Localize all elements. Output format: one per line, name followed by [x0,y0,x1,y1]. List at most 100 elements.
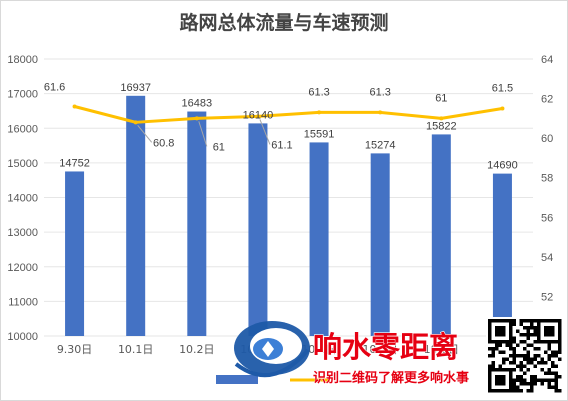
qr-module [554,385,558,389]
bar-data-label: 14690 [487,160,518,172]
qr-module [558,347,562,351]
bar [492,173,512,336]
qr-module [558,329,562,333]
qr-module [526,336,530,340]
qr-module [551,340,555,344]
bar-data-label: 15822 [426,120,457,132]
qr-module [523,319,527,323]
qr-module [488,326,492,330]
qr-module [519,333,523,337]
qr-module [502,329,506,333]
qr-module [498,375,502,379]
line-data-label: 61.3 [369,86,390,98]
qr-module [498,326,502,330]
qr-module [530,357,534,361]
y-right-tick-label: 54 [541,252,553,264]
qr-module [526,329,530,333]
qr-module [495,333,499,337]
qr-module [523,382,527,386]
qr-module [505,368,509,372]
qr-module [547,326,551,330]
qr-module [509,389,513,393]
qr-module [526,350,530,354]
qr-module [547,382,551,386]
y-left-tick-label: 10000 [7,331,38,343]
qr-module [540,368,544,372]
y-right-tick-label: 62 [541,94,553,106]
qr-module [488,375,492,379]
qr-module [519,340,523,344]
qr-module [488,329,492,333]
qr-module [509,371,513,375]
qr-module [502,326,506,330]
qr-module [505,343,509,347]
line-data-label: 61.3 [308,86,329,98]
qr-module [551,319,555,323]
qr-module [495,347,499,351]
qr-module [512,389,516,393]
qr-module [544,326,548,330]
qr-module [547,343,551,347]
qr-module [491,364,495,368]
qr-module [516,378,520,382]
qr-module [523,378,527,382]
qr-module [498,382,502,386]
qr-module [530,385,534,389]
qr-module [519,319,523,323]
qr-module [547,378,551,382]
bar [126,95,146,337]
series-line [74,105,503,124]
qr-module [544,340,548,344]
qr-module [512,385,516,389]
qr-module [523,326,527,330]
watermark-slogan: 识别二维码了解更多响水事 [313,370,469,386]
qr-module [488,336,492,340]
qr-module [502,368,506,372]
qr-module [491,368,495,372]
qr-module [509,340,513,344]
qr-module [523,340,527,344]
qr-module [495,340,499,344]
qr-module [509,333,513,337]
qr-module [547,371,551,375]
qr-module [533,364,537,368]
qr-module [558,350,562,354]
qr-module [512,354,516,358]
qr-module [512,350,516,354]
qr-module [495,382,499,386]
qr-module [509,378,513,382]
qr-module [533,329,537,333]
qr-module [547,333,551,337]
qr-module [505,319,509,323]
qr-module [554,371,558,375]
qr-module [558,340,562,344]
qr-module [530,333,534,337]
qr-module [554,340,558,344]
line-point [255,114,260,119]
qr-code-icon [486,317,564,395]
qr-module [544,371,548,375]
qr-module [502,361,506,365]
y-right-tick-label: 64 [541,54,553,66]
qr-module [526,319,530,323]
qr-module [558,326,562,330]
qr-module [516,385,520,389]
qr-module [537,329,541,333]
qr-module [509,385,513,389]
bar [370,153,390,336]
qr-module [544,319,548,323]
qr-module [526,361,530,365]
qr-module [516,354,520,358]
qr-module [537,322,541,326]
qr-module [488,385,492,389]
qr-module [488,378,492,382]
qr-module [551,385,555,389]
qr-module [537,361,541,365]
qr-module [554,382,558,386]
legend-swatch-bar [216,375,258,384]
qr-module [509,382,513,386]
qr-module [533,340,537,344]
qr-module [502,382,506,386]
line-data-labels: 61.6 60.8 61 61.1 61.3 61.3 61 61.5 [44,81,513,153]
qr-module [558,333,562,337]
